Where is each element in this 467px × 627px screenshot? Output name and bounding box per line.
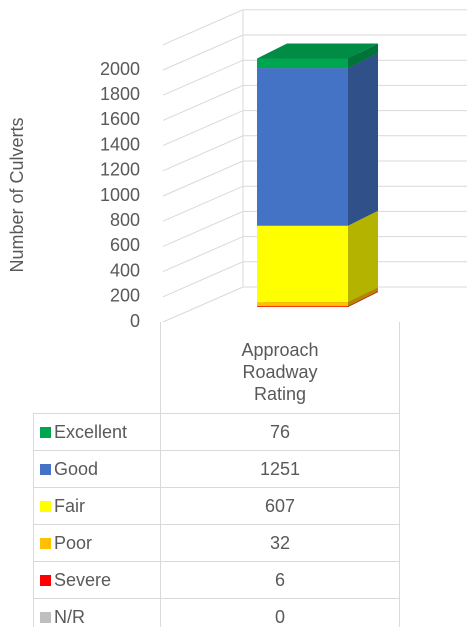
legend-label: Poor	[54, 532, 93, 553]
y-tick-label: 1400	[100, 134, 140, 154]
table-value: 0	[160, 598, 400, 627]
legend-label: Fair	[54, 495, 85, 516]
y-axis-title: Number of Culverts	[7, 117, 27, 272]
y-tick-label: 2000	[100, 59, 140, 79]
bar-segment	[257, 302, 348, 307]
bar-side	[348, 43, 378, 69]
y-tick-label: 0	[130, 311, 140, 331]
bar-segment	[257, 58, 348, 69]
legend-key	[40, 500, 51, 512]
legend-label: Excellent	[54, 421, 128, 442]
y-tick-label: 600	[110, 235, 140, 255]
bar-side	[348, 210, 378, 303]
bar-segment	[257, 225, 348, 303]
bar-side	[348, 53, 378, 226]
table-value: 76	[160, 413, 400, 451]
legend-key	[40, 426, 51, 438]
legend-label: Good	[54, 458, 99, 479]
y-tick-label: 1800	[100, 84, 140, 104]
bar-side	[348, 287, 378, 307]
legend-cell: Fair	[33, 487, 161, 525]
legend-cell: Excellent	[33, 413, 161, 451]
legend-cell: Good	[33, 450, 161, 488]
category-label: Approach Roadway Rating	[160, 322, 400, 414]
legend-label: N/R	[54, 606, 85, 627]
y-tick-label: 200	[110, 286, 140, 306]
legend-cell: Poor	[33, 524, 161, 562]
table-value: 32	[160, 524, 400, 562]
bar-segment	[257, 306, 348, 307]
table-value: 6	[160, 561, 400, 599]
y-tick-label: 400	[110, 260, 140, 280]
bar-top	[257, 43, 378, 59]
legend-key	[40, 611, 51, 623]
y-tick-label: 1600	[100, 109, 140, 129]
table-value: 607	[160, 487, 400, 525]
legend-key	[40, 537, 51, 549]
legend-label: Severe	[54, 569, 112, 590]
legend-key	[40, 463, 51, 475]
y-tick-label: 1000	[100, 185, 140, 205]
legend-key	[40, 574, 51, 586]
grid-line	[162, 9, 467, 46]
legend-cell: Severe	[33, 561, 161, 599]
table-value: 1251	[160, 450, 400, 488]
bar-segment	[257, 68, 348, 226]
legend-cell: N/R	[33, 598, 161, 627]
y-tick-label: 800	[110, 210, 140, 230]
bar-side	[348, 291, 378, 307]
y-tick-label: 1200	[100, 160, 140, 180]
